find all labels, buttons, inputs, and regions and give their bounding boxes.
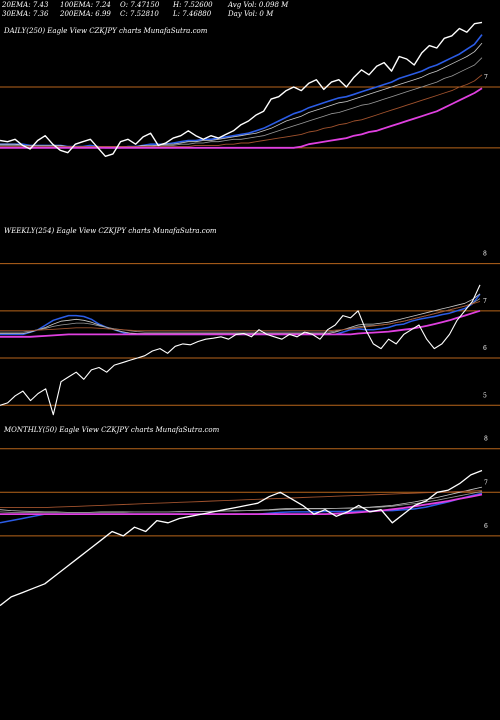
monthly-panel: 8 7 6 xyxy=(0,436,500,607)
monthly-ytick-label: 7 xyxy=(484,479,488,486)
weekly-series-ema-gray-1 xyxy=(0,293,481,334)
stat-30ema: 30EMA: 7.36 xyxy=(2,10,49,18)
daily-series-ema-gray-2 xyxy=(0,57,483,148)
stat-day-vol: Day Vol: 0 M xyxy=(228,10,274,18)
daily-series-ema-brown xyxy=(0,74,483,148)
weekly-panel-title: WEEKLY(254) Eagle View CZKJPY charts Mun… xyxy=(4,227,217,235)
daily-series-ema-gray-1 xyxy=(0,42,483,148)
weekly-panel: 8 7 6 5 xyxy=(0,251,500,416)
stat-20ema: 20EMA: 7.43 xyxy=(2,1,49,9)
weekly-series-ema-brown xyxy=(0,300,481,332)
daily-series-ema-magenta xyxy=(0,87,483,149)
monthly-series-ema-brown xyxy=(0,490,483,509)
monthly-ytick-label: 6 xyxy=(484,523,488,530)
stat-avg-vol: Avg Vol: 0.098 M xyxy=(228,1,289,9)
weekly-ytick-label: 6 xyxy=(483,345,487,352)
stat-high: H: 7.52600 xyxy=(173,1,213,9)
weekly-ytick-label: 7 xyxy=(483,298,487,305)
monthly-series-ema-gray-2 xyxy=(0,491,483,513)
monthly-series-ema-blue xyxy=(0,492,483,524)
stat-200ema: 200EMA: 6.99 xyxy=(60,10,111,18)
stat-100ema: 100EMA: 7.24 xyxy=(60,1,111,9)
daily-ytick-label: 7 xyxy=(484,74,488,81)
weekly-ytick-label: 5 xyxy=(483,392,487,399)
daily-panel-title: DAILY(250) Eagle View CZKJPY charts Muna… xyxy=(4,27,208,35)
stat-close: C: 7.52810 xyxy=(120,10,159,18)
daily-panel: 7 xyxy=(0,21,500,158)
monthly-panel-title: MONTHLY(50) Eagle View CZKJPY charts Mun… xyxy=(4,426,220,434)
weekly-series-price xyxy=(0,284,481,416)
stat-open: O: 7.47150 xyxy=(120,1,160,9)
monthly-series-ema-magenta xyxy=(0,493,483,515)
stat-low: L: 7.46880 xyxy=(173,10,212,18)
weekly-ytick-label: 8 xyxy=(483,251,487,258)
monthly-ytick-label: 8 xyxy=(484,436,488,443)
monthly-series-price xyxy=(0,469,483,607)
daily-series-price xyxy=(0,21,483,158)
